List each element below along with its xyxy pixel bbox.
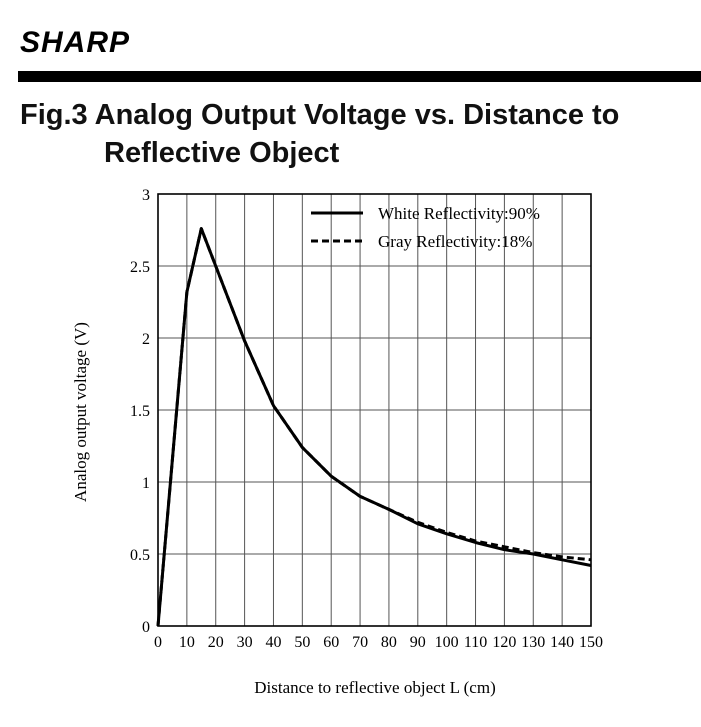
- x-tick-label: 20: [208, 634, 224, 651]
- y-tick-label: 1.5: [130, 403, 150, 420]
- x-tick-label: 130: [521, 634, 545, 651]
- x-tick-label: 0: [154, 634, 162, 651]
- figure-title-line-1: Fig.3 Analog Output Voltage vs. Distance…: [20, 99, 620, 131]
- y-axis-label: Analog output voltage (V): [71, 322, 90, 502]
- chart-series: [156, 227, 592, 627]
- series-line-white-reflectivity: [156, 227, 592, 627]
- chart-legend: White Reflectivity:90% Gray Reflectivity:…: [311, 204, 540, 251]
- x-tick-label: 70: [352, 634, 368, 651]
- y-tick-label: 2.5: [130, 259, 150, 276]
- x-tick-label: 30: [237, 634, 253, 651]
- legend-label: White Reflectivity:90%: [378, 204, 540, 223]
- y-tick-label: 1: [142, 475, 150, 492]
- chart-grid: [157, 193, 592, 627]
- x-axis-label: Distance to reflective object L (cm): [254, 678, 496, 697]
- x-tick-label: 60: [323, 634, 339, 651]
- chart-ticks: 0 10 20 30 40 50 60 70 80 90 100 110 120 130 140 150 0 0.…: [130, 187, 603, 651]
- x-tick-label: 50: [294, 634, 310, 651]
- y-tick-label: 0.5: [130, 547, 150, 564]
- figure-title-line-2: Reflective Object: [104, 137, 340, 169]
- x-tick-label: 90: [410, 634, 426, 651]
- figure-title: Fig.3 Analog Output Voltage vs. Distance…: [20, 96, 690, 172]
- legend-label: Gray Reflectivity:18%: [378, 232, 532, 251]
- y-tick-label: 0: [142, 619, 150, 636]
- y-tick-label: 2: [142, 331, 150, 348]
- x-tick-label: 120: [492, 634, 516, 651]
- x-tick-label: 40: [265, 634, 281, 651]
- x-tick-label: 110: [464, 634, 487, 651]
- sharp-logo: SHARP: [20, 26, 131, 59]
- x-tick-label: 10: [179, 634, 195, 651]
- x-tick-label: 80: [381, 634, 397, 651]
- x-tick-label: 100: [435, 634, 459, 651]
- x-tick-label: 140: [550, 634, 574, 651]
- y-tick-label: 3: [142, 187, 150, 204]
- header-divider: [18, 71, 701, 82]
- plot-frame: [157, 193, 592, 627]
- x-tick-label: 150: [579, 634, 603, 651]
